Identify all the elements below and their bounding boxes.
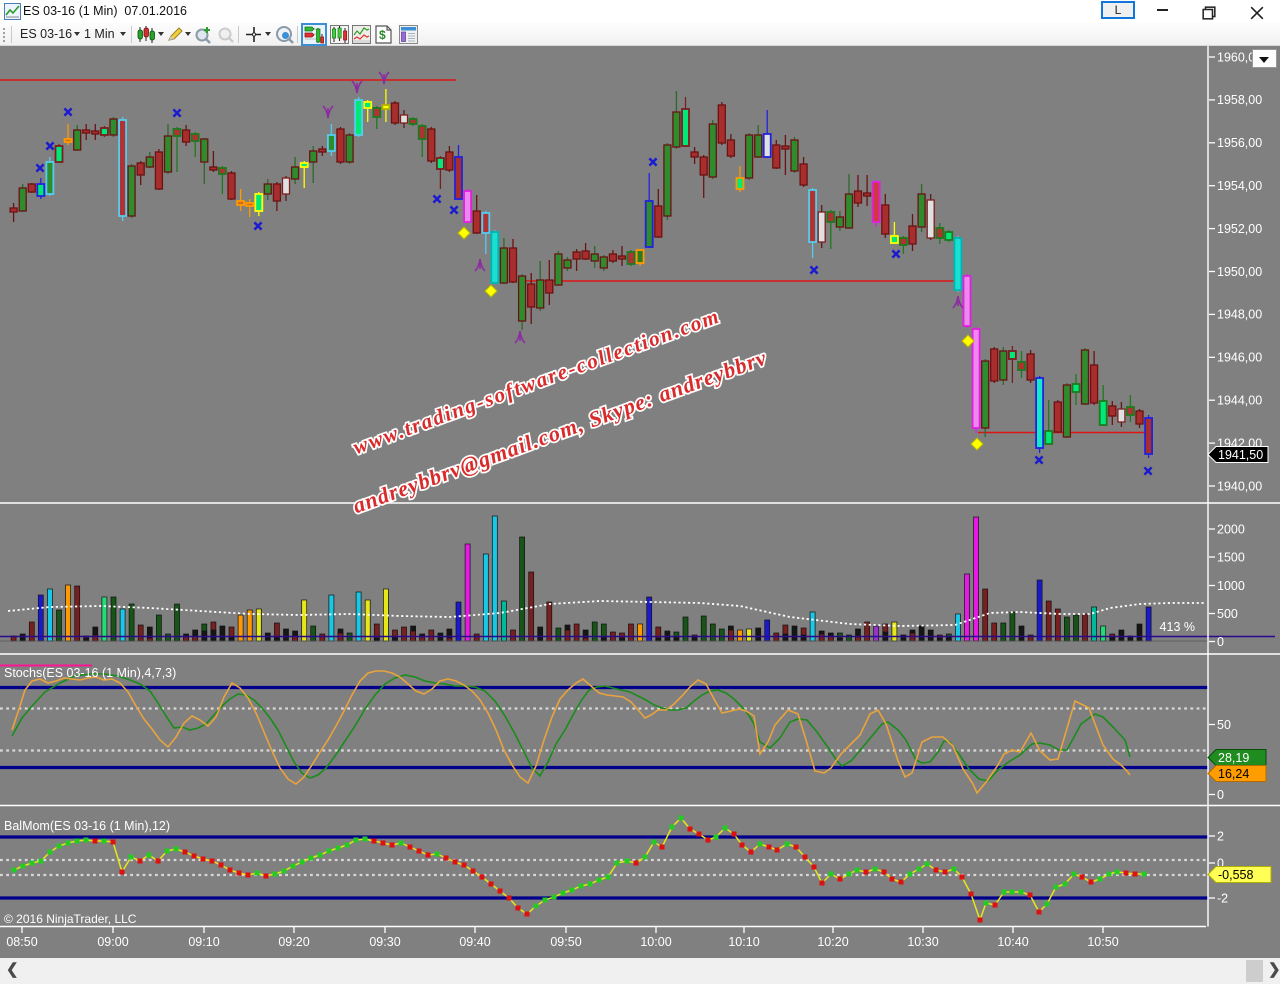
- svg-text:1950,00: 1950,00: [1217, 265, 1262, 279]
- svg-text:10:50: 10:50: [1087, 935, 1118, 949]
- svg-text:© 2016 NinjaTrader, LLC: © 2016 NinjaTrader, LLC: [4, 912, 137, 926]
- svg-text:16,24: 16,24: [1218, 767, 1249, 781]
- svg-text:Stochs(ES 03-16 (1 Min),4,7,3): Stochs(ES 03-16 (1 Min),4,7,3): [4, 666, 176, 680]
- svg-text:-2: -2: [1217, 891, 1228, 905]
- svg-text:10:40: 10:40: [997, 935, 1028, 949]
- svg-text:2000: 2000: [1217, 522, 1245, 536]
- svg-text:10:30: 10:30: [907, 935, 938, 949]
- svg-text:1940,00: 1940,00: [1217, 479, 1262, 493]
- svg-text:2: 2: [1217, 829, 1224, 843]
- svg-text:50: 50: [1217, 718, 1231, 732]
- svg-text:1958,00: 1958,00: [1217, 93, 1262, 107]
- svg-text:1954,00: 1954,00: [1217, 179, 1262, 193]
- svg-text:09:30: 09:30: [369, 935, 400, 949]
- svg-text:28,19: 28,19: [1218, 751, 1249, 765]
- svg-text:0: 0: [1217, 635, 1224, 649]
- svg-text:09:10: 09:10: [188, 935, 219, 949]
- svg-text:1000: 1000: [1217, 579, 1245, 593]
- svg-text:-0,558: -0,558: [1218, 868, 1253, 882]
- svg-text:0: 0: [1217, 856, 1224, 870]
- svg-text:09:40: 09:40: [459, 935, 490, 949]
- svg-text:09:00: 09:00: [97, 935, 128, 949]
- svg-text:1956,00: 1956,00: [1217, 136, 1262, 150]
- svg-text:1960,00: 1960,00: [1217, 50, 1262, 64]
- svg-text:08:50: 08:50: [6, 935, 37, 949]
- svg-text:1941,50: 1941,50: [1218, 448, 1263, 462]
- svg-text:1946,00: 1946,00: [1217, 351, 1262, 365]
- svg-text:500: 500: [1217, 607, 1238, 621]
- svg-text:1500: 1500: [1217, 550, 1245, 564]
- svg-text:10:00: 10:00: [640, 935, 671, 949]
- svg-text:1952,00: 1952,00: [1217, 222, 1262, 236]
- svg-text:1944,00: 1944,00: [1217, 394, 1262, 408]
- svg-text:BalMom(ES 03-16 (1 Min),12): BalMom(ES 03-16 (1 Min),12): [4, 819, 170, 833]
- svg-text:10:20: 10:20: [817, 935, 848, 949]
- svg-text:09:50: 09:50: [550, 935, 581, 949]
- svg-text:1948,00: 1948,00: [1217, 308, 1262, 322]
- svg-text:10:10: 10:10: [728, 935, 759, 949]
- svg-text:$: $: [379, 28, 386, 42]
- svg-text:413 %: 413 %: [1160, 620, 1195, 634]
- svg-text:09:20: 09:20: [278, 935, 309, 949]
- svg-text:0: 0: [1217, 788, 1224, 802]
